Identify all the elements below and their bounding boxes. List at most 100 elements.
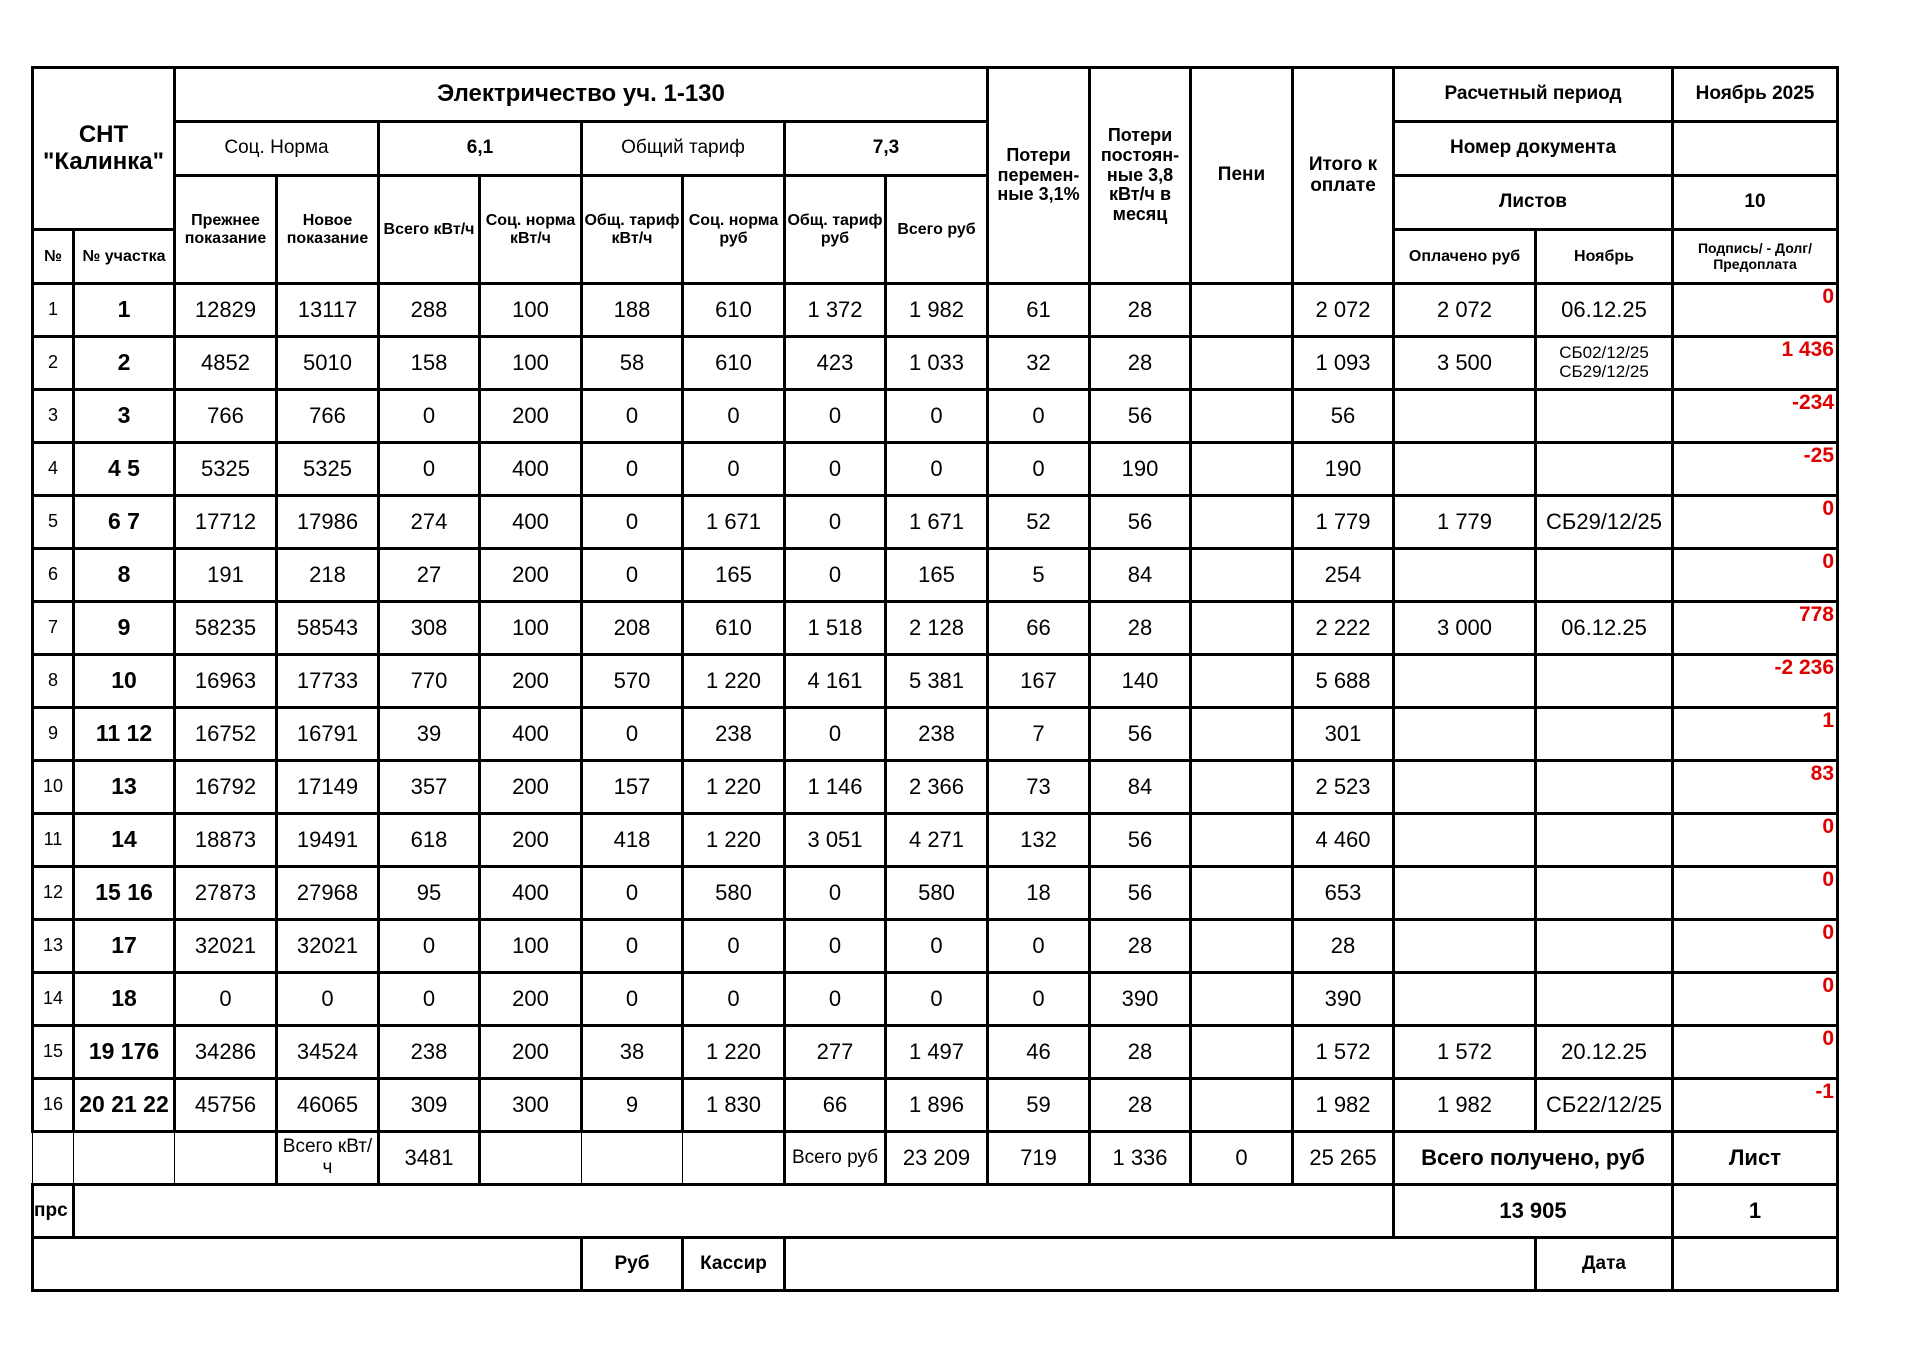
payment-date	[1534, 547, 1674, 603]
row-number: 14	[31, 971, 75, 1027]
soc-rub: 0	[681, 441, 786, 497]
paid: 3 500	[1392, 335, 1537, 391]
loss-const: 28	[1088, 282, 1192, 338]
prev-reading: 16963	[173, 653, 278, 709]
signature-row: Руб Кассир Дата	[31, 1236, 1839, 1292]
soc-kwh: 400	[478, 441, 583, 497]
period-label: Расчетный период	[1392, 66, 1674, 123]
total-kwh: 770	[377, 653, 481, 709]
no-header: №	[31, 228, 75, 285]
empty-cell	[174, 1131, 277, 1185]
penalty	[1189, 335, 1294, 391]
sheets-label: Листов	[1392, 174, 1674, 231]
gen-rub: 0	[783, 918, 887, 974]
total-kwh: 309	[377, 1077, 481, 1133]
soc-rub: 580	[681, 865, 786, 921]
gen-kwh: 0	[580, 388, 684, 444]
date-label: Дата	[1534, 1236, 1674, 1292]
sheet-number: 1	[1671, 1183, 1839, 1239]
new-reading: 0	[275, 971, 380, 1027]
soc-rub: 1 220	[681, 812, 786, 868]
loss-const: 56	[1088, 388, 1192, 444]
loss-var: 5	[986, 547, 1091, 603]
paid	[1392, 653, 1537, 709]
penalty	[1189, 759, 1294, 815]
soc-rub: 610	[681, 282, 786, 338]
new-reading: 17149	[275, 759, 380, 815]
loss-const: 56	[1088, 865, 1192, 921]
new-reading: 218	[275, 547, 380, 603]
row-number: 16	[31, 1077, 75, 1133]
table-row: 9 11 12 16752 16791 39 400 0 238 0 238 7 56 301 1	[31, 706, 1839, 762]
loss-const: 56	[1088, 494, 1192, 550]
gen-kwh: 0	[580, 865, 684, 921]
plot-number: 11 12	[72, 706, 176, 762]
data-rows: 1 1 12829 13117 288 100 188 610 1 372 1 982 61 28 2 …	[31, 282, 1839, 1133]
prs-label: прс	[31, 1183, 75, 1239]
cashier-label: Кассир	[681, 1236, 786, 1292]
soc-kwh: 100	[478, 600, 583, 656]
loss-var: 0	[986, 441, 1091, 497]
soc-rub: 1 671	[681, 494, 786, 550]
soc-kwh: 200	[478, 388, 583, 444]
due: 5 688	[1291, 653, 1395, 709]
plot-number: 14	[72, 812, 176, 868]
payment-date: СБ22/12/25	[1534, 1077, 1674, 1133]
table-row: 16 20 21 22 45756 46065 309 300 9 1 830 66 1 896 5…	[31, 1077, 1839, 1133]
gen-kwh: 570	[580, 653, 684, 709]
total-rub: 0	[884, 971, 989, 1027]
row-number: 15	[31, 1024, 75, 1080]
soc-rub-header: Соц. норма руб	[681, 174, 786, 285]
soc-rub: 0	[681, 918, 786, 974]
paid: 1 779	[1392, 494, 1537, 550]
prev-reading: 32021	[173, 918, 278, 974]
due: 1 779	[1291, 494, 1395, 550]
table-row: 10 13 16792 17149 357 200 157 1 220 1 146 2 366 73…	[31, 759, 1839, 815]
gen-kwh-header: Общ. тариф кВт/ч	[580, 174, 684, 285]
empty-cell	[73, 1131, 175, 1185]
payment-date: СБ02/12/25 СБ29/12/25	[1534, 335, 1674, 391]
due: 56	[1291, 388, 1395, 444]
gen-rub: 0	[783, 494, 887, 550]
total-rub: 1 896	[884, 1077, 989, 1133]
plot-number: 6 7	[72, 494, 176, 550]
balance: 0	[1671, 812, 1839, 868]
prev-reading: 34286	[173, 1024, 278, 1080]
table-row: 14 18 0 0 0 200 0 0 0 0 0 390 390 0	[31, 971, 1839, 1027]
due: 254	[1291, 547, 1395, 603]
general-tariff-rate: 7,3	[783, 120, 989, 177]
loss-var: 73	[986, 759, 1091, 815]
table-row: 3 3 766 766 0 200 0 0 0 0 0 56 56 -234	[31, 388, 1839, 444]
total-rub: 4 271	[884, 812, 989, 868]
plot-number: 9	[72, 600, 176, 656]
table-row: 13 17 32021 32021 0 100 0 0 0 0 0 28 28 0	[31, 918, 1839, 974]
penalty	[1189, 388, 1294, 444]
gen-kwh: 157	[580, 759, 684, 815]
loss-var: 7	[986, 706, 1091, 762]
loss-const: 84	[1088, 547, 1192, 603]
empty-cell	[682, 1131, 785, 1185]
penalty	[1189, 971, 1294, 1027]
empty-cell	[32, 1131, 74, 1185]
total-rub: 165	[884, 547, 989, 603]
due: 28	[1291, 918, 1395, 974]
gen-kwh: 0	[580, 918, 684, 974]
penalty	[1189, 282, 1294, 338]
plot-number: 20 21 22	[72, 1077, 176, 1133]
payment-date: 06.12.25	[1534, 600, 1674, 656]
balance: 0	[1671, 971, 1839, 1027]
loss-const: 390	[1088, 971, 1192, 1027]
soc-kwh: 200	[478, 1024, 583, 1080]
payment-date	[1534, 971, 1674, 1027]
prev-reading: 16792	[173, 759, 278, 815]
paid-header: Оплачено руб	[1392, 228, 1537, 285]
due: 390	[1291, 971, 1395, 1027]
sheets-value: 10	[1671, 174, 1839, 231]
total-rub: 2 128	[884, 600, 989, 656]
soc-kwh: 100	[478, 335, 583, 391]
soc-kwh: 200	[478, 971, 583, 1027]
balance: 0	[1671, 547, 1839, 603]
penalty	[1189, 918, 1294, 974]
total-kwh: 357	[377, 759, 481, 815]
